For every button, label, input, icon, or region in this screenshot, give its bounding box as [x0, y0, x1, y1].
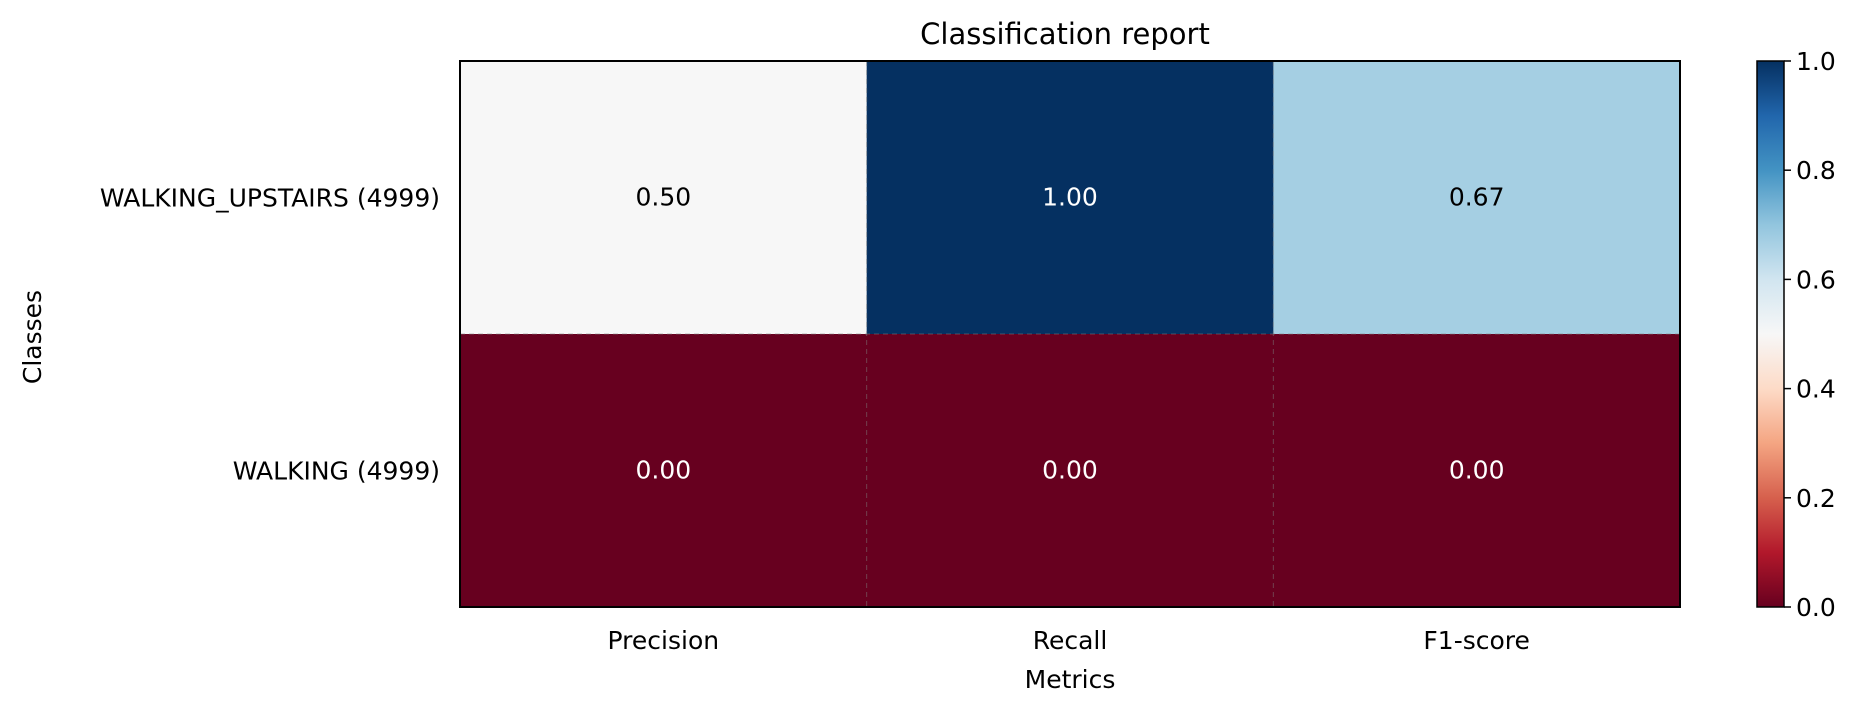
cell-value-label: 0.67 — [1449, 183, 1505, 212]
heatmap-cell — [1273, 334, 1681, 608]
heatmap-cell — [866, 61, 1274, 335]
colorbar-ticks: 0.0 0.2 0.4 0.6 0.8 1.0 — [1784, 47, 1836, 622]
cell-value-label: 1.00 — [1042, 183, 1098, 212]
colorbar-tick-label: 0.2 — [1796, 484, 1836, 513]
cell-value-label: 0.50 — [635, 183, 691, 212]
cell-value-label: 0.00 — [1042, 456, 1098, 485]
cell-value-label: 0.00 — [635, 456, 691, 485]
heatmap-cell — [460, 334, 868, 608]
colorbar-tick-label: 0.8 — [1796, 156, 1836, 185]
colorbar-tick-label: 0.6 — [1796, 265, 1836, 294]
heatmap-cell — [866, 334, 1274, 608]
plot-frame — [459, 60, 1681, 608]
y-tick-label: WALKING (4999) — [233, 457, 440, 486]
heatmap-cell-labels: 0.50 1.00 0.67 0.00 0.00 0.00 — [635, 183, 1504, 485]
heatmap-cell — [1273, 61, 1681, 335]
y-axis-label: Classes — [18, 290, 47, 384]
colorbar-tick-label: 1.0 — [1796, 47, 1836, 76]
heatmap-grid — [460, 61, 1680, 607]
heatmap-cell — [460, 61, 868, 335]
x-axis-label: Metrics — [1025, 665, 1116, 694]
heatmap-cells — [460, 61, 1681, 608]
cell-value-label: 0.00 — [1449, 456, 1505, 485]
colorbar-tick-label: 0.4 — [1796, 375, 1836, 404]
x-tick-label: Precision — [608, 626, 720, 655]
chart-title: Classification report — [920, 17, 1210, 51]
x-axis-ticks: Precision Recall F1-score — [608, 626, 1530, 655]
colorbar — [1756, 60, 1785, 608]
x-tick-label: F1-score — [1423, 626, 1529, 655]
y-axis-ticks: WALKING_UPSTAIRS (4999) WALKING (4999) — [100, 184, 440, 486]
y-tick-label: WALKING_UPSTAIRS (4999) — [100, 184, 440, 213]
x-tick-label: Recall — [1033, 626, 1108, 655]
colorbar-tick-label: 0.0 — [1796, 593, 1836, 622]
